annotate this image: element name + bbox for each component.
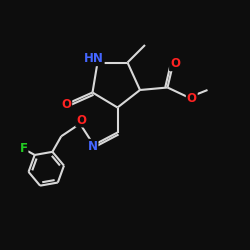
Text: O: O	[170, 57, 180, 70]
Text: O: O	[187, 92, 197, 105]
Text: O: O	[61, 98, 71, 112]
Text: O: O	[76, 114, 86, 126]
Text: HN: HN	[84, 52, 104, 65]
Text: F: F	[20, 142, 28, 155]
Text: N: N	[88, 140, 98, 153]
